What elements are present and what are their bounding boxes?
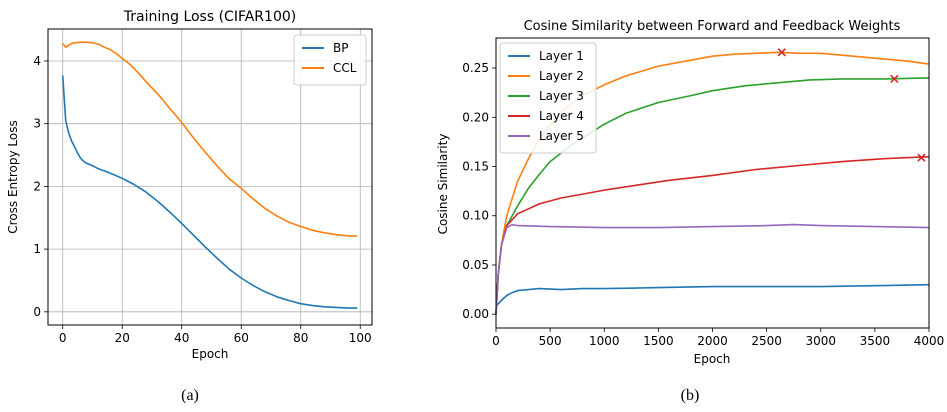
caption-a: (a): [181, 387, 199, 404]
chart-a-legend: BP CCL: [293, 34, 367, 86]
chart-a-title: Training Loss (CIFAR100): [123, 9, 296, 25]
x-tick-label: 0: [492, 334, 500, 348]
x-tick-label: 80: [293, 331, 308, 345]
series-line-layer-4: [495, 155, 930, 315]
chart-a-ticks: 0 20 40 60 80 100 0 1 2 3 4: [33, 54, 371, 345]
peak-marker: [777, 48, 786, 57]
legend-box: [499, 42, 597, 154]
legend-label: CCL: [333, 61, 357, 75]
y-tick-label: 4: [33, 54, 41, 68]
legend-label: Layer 1: [539, 49, 584, 63]
x-tick-label: 60: [234, 331, 249, 345]
y-tick-label: 0.25: [462, 61, 489, 75]
x-tick-label: 20: [115, 331, 130, 345]
y-tick-label: 0.20: [462, 110, 489, 124]
x-tick-label: 2500: [751, 334, 782, 348]
chart-b-legend: Layer 1 Layer 2 Layer 3 Layer 4 Layer 5: [499, 42, 597, 154]
series-line-layer-5: [495, 223, 930, 315]
chart-b-markers: [777, 48, 926, 162]
legend-box: [293, 34, 367, 86]
series-line-layer-2: [495, 51, 930, 315]
legend-label: BP: [333, 41, 348, 55]
y-tick-label: 0.10: [462, 209, 489, 223]
chart-b: Cosine Similarity between Forward and Fe…: [436, 19, 944, 366]
y-tick-label: 0.05: [462, 258, 489, 272]
x-tick-label: 3000: [805, 334, 836, 348]
y-tick-label: 0: [33, 305, 41, 319]
y-tick-label: 2: [33, 179, 41, 193]
series-line-layer-1: [495, 283, 930, 307]
series-line-ccl: [62, 41, 358, 237]
legend-label: Layer 5: [539, 129, 584, 143]
series-line-bp: [61, 75, 358, 309]
y-tick-label: 0.00: [462, 307, 489, 321]
x-tick-label: 500: [539, 334, 562, 348]
chart-b-ylabel: Cosine Similarity: [436, 134, 450, 235]
y-tick-label: 3: [33, 117, 41, 131]
x-tick-label: 2000: [697, 334, 728, 348]
x-tick-label: 4000: [914, 334, 945, 348]
chart-b-ticks: 0 500 1000 1500 2000 2500 3000 3500 4000 0.00 0.05…: [462, 61, 944, 348]
chart-b-title: Cosine Similarity between Forward and Fe…: [524, 19, 901, 34]
x-tick-label: 1500: [643, 334, 674, 348]
legend-label: Layer 3: [539, 89, 584, 103]
chart-a-xlabel: Epoch: [192, 347, 229, 361]
chart-b-lines: [495, 51, 930, 315]
caption-b: (b): [681, 387, 700, 404]
x-tick-label: 3500: [860, 334, 891, 348]
y-tick-label: 0.15: [462, 160, 489, 174]
peak-marker: [917, 153, 926, 162]
chart-a: Training Loss (CIFAR100) 0 20 40 60 80 100 0 1 2…: [6, 9, 373, 361]
x-tick-label: 0: [59, 331, 67, 345]
y-tick-label: 1: [33, 242, 41, 256]
series-line-layer-3: [495, 77, 930, 315]
legend-label: Layer 2: [539, 69, 584, 83]
legend-label: Layer 4: [539, 109, 584, 123]
chart-a-lines: [61, 41, 358, 309]
chart-a-frame: [47, 28, 373, 326]
x-tick-label: 1000: [589, 334, 620, 348]
chart-a-ylabel: Cross Entropy Loss: [6, 120, 20, 233]
x-tick-label: 100: [349, 331, 372, 345]
x-tick-label: 40: [174, 331, 189, 345]
peak-marker: [890, 74, 899, 84]
chart-b-xlabel: Epoch: [694, 352, 731, 366]
